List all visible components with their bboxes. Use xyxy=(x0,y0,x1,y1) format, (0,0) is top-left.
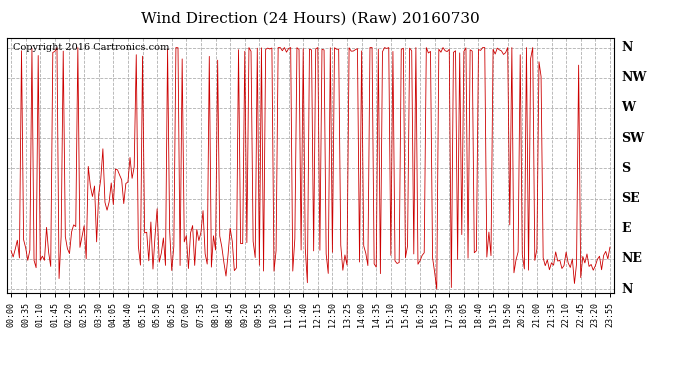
Text: NE: NE xyxy=(621,252,642,266)
Text: N: N xyxy=(621,283,633,296)
Text: E: E xyxy=(621,222,631,235)
Text: SE: SE xyxy=(621,192,640,205)
Text: Copyright 2016 Cartronics.com: Copyright 2016 Cartronics.com xyxy=(13,43,169,52)
Text: Direction: Direction xyxy=(622,15,676,24)
Text: Wind Direction (24 Hours) (Raw) 20160730: Wind Direction (24 Hours) (Raw) 20160730 xyxy=(141,11,480,25)
Text: N: N xyxy=(621,41,633,54)
Text: W: W xyxy=(621,102,635,114)
Text: S: S xyxy=(621,162,630,175)
Text: SW: SW xyxy=(621,132,644,145)
Text: NW: NW xyxy=(621,71,647,84)
